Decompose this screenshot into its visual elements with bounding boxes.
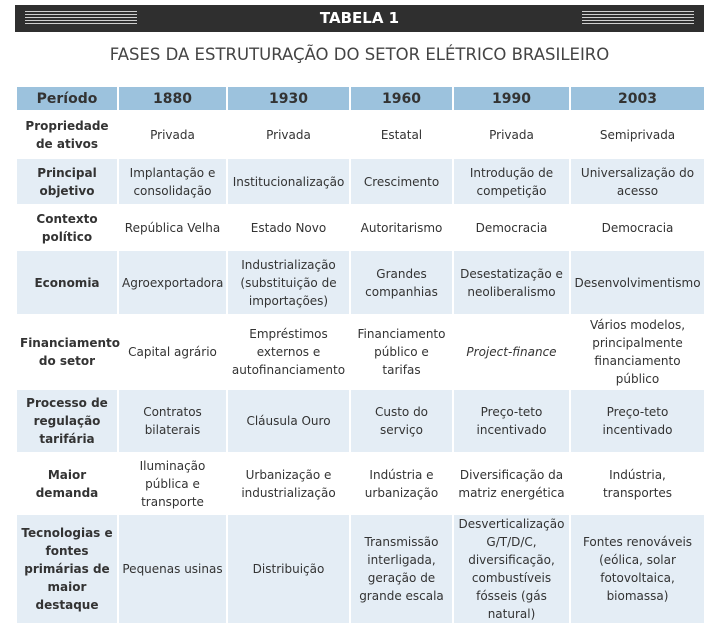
cell: Fontes renováveis (eólica, solar fotovol… [569,513,706,625]
column-header: 1990 [452,85,571,112]
row-header: Financiamento do setor [15,314,120,390]
table-row: Maior demanda Iluminação pública e transp… [15,452,706,515]
cell: Democracia [452,204,571,251]
cell: Democracia [569,204,706,251]
cell: Transmissão interligada, geração de gran… [349,513,454,625]
table-row: Contexto político República Velha Estado N… [15,204,706,251]
cell: Introdução de competição [452,157,571,206]
cell: Desestatização e neoliberalismo [452,249,571,316]
column-header: 1880 [117,85,228,112]
cell: Universalização do acesso [569,157,706,206]
cell: Privada [226,110,351,159]
cell: Estatal [349,110,454,159]
table-row: Propriedade de ativos Privada Privada Estat… [15,110,706,159]
header-row: Período 1880 1930 1960 1990 2003 [15,85,706,112]
cell: Empréstimos externos e autofinanciamento [226,314,351,390]
cell: Custo do serviço [349,388,454,454]
cell: Agroexportadora [117,249,228,316]
table-row: Tecnologias e fontes primárias de maior … [15,513,706,625]
table-title: FASES DA ESTRUTURAÇÃO DO SETOR ELÉTRICO … [109,45,610,64]
row-header: Tecnologias e fontes primárias de maior … [15,513,119,625]
cell: Privada [117,110,228,159]
table-row: Economia Agroexportadora Industrialização … [15,249,706,316]
cell: Iluminação pública e transporte [117,452,228,515]
column-header: 1930 [226,85,351,112]
cell: Autoritarismo [349,204,454,251]
column-header: 1960 [349,85,454,112]
cell: Urbanização e industrialização [226,452,351,515]
cell: Capital agrário [117,314,228,390]
cell: Vários modelos, principalmente financiam… [569,314,706,390]
row-header: Principal objetivo [15,157,119,206]
cell: República Velha [117,204,228,251]
cell: Contratos bilaterais [117,388,228,454]
row-header: Contexto político [15,204,119,251]
cell: Preço-teto incentivado [569,388,706,454]
cell: Estado Novo [226,204,351,251]
column-header: 2003 [569,85,706,112]
cell: Diversificação da matriz energética [452,452,571,515]
cell: Cláusula Ouro [226,388,351,454]
cell: Crescimento [349,157,454,206]
cell: Industrialização (substituição de import… [226,249,351,316]
cell: Preço-teto incentivado [452,388,571,454]
table: Período 1880 1930 1960 1990 2003 Propriedade … [15,85,706,625]
table-row: Principal objetivo Implantação e consolid… [15,157,706,206]
cell: Pequenas usinas [117,513,228,625]
cell: Project-finance [452,314,571,390]
cell: Grandes companhias [349,249,454,316]
cell: Indústria e urbanização [349,452,454,515]
header-bar: TABELA 1 [15,5,704,32]
cell: Indústria, transportes [569,452,706,515]
cell: Institucionalização [226,157,351,206]
cell: Desverticalização G/T/D/C, diversificaçã… [452,513,571,625]
row-header: Processo de regulação tarifária [15,388,119,454]
cell: Privada [452,110,571,159]
cell: Semiprivada [569,110,706,159]
cell: Implantação e consolidação [117,157,228,206]
stripes [582,11,694,26]
table-row: Financiamento do setor Capital agrário Emp… [15,314,706,390]
cell: Distribuição [226,513,351,625]
row-header: Propriedade de ativos [15,110,119,159]
column-header: Período [15,85,119,112]
row-header: Economia [15,249,119,316]
stripes [25,11,137,26]
cell: Financiamento público e tarifas [349,314,454,390]
cell: Desenvolvimentismo [569,249,706,316]
row-header: Maior demanda [15,452,119,515]
table-label: TABELA 1 [319,9,400,27]
table-row: Processo de regulação tarifária Contratos… [15,388,706,454]
